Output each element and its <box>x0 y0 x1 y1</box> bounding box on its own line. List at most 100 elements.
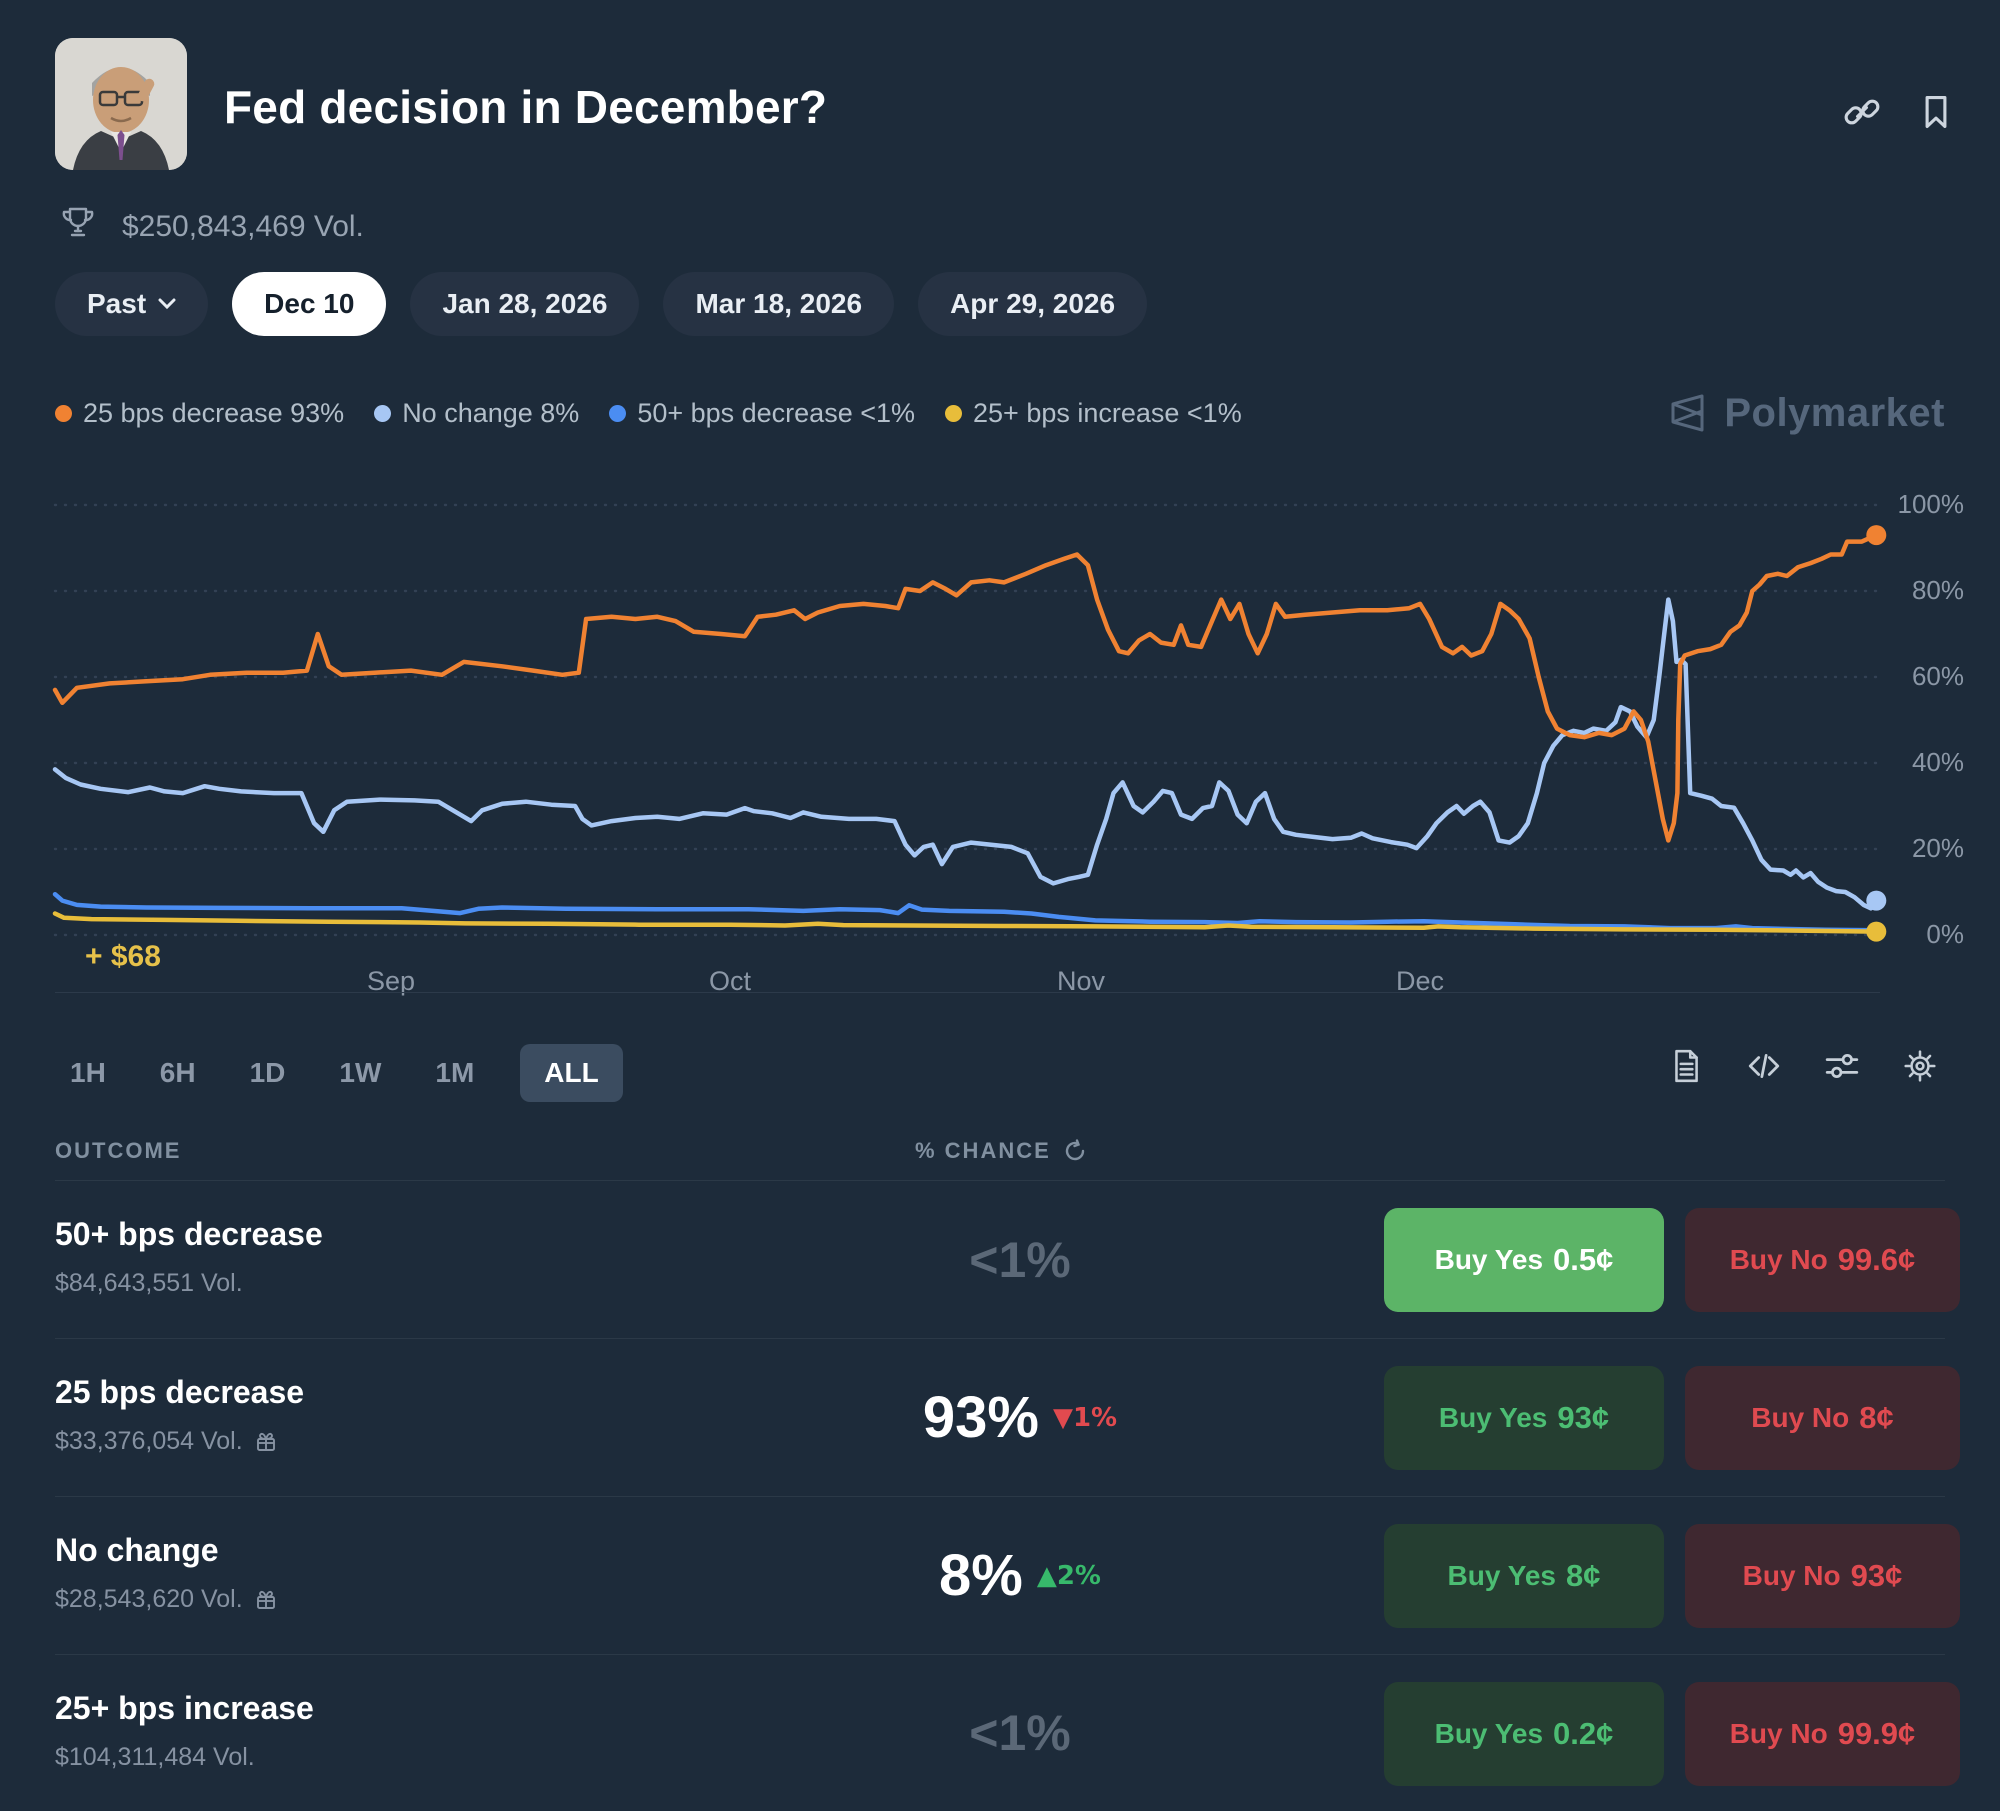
outcome-volume-text: $28,543,620 Vol. <box>55 1585 243 1613</box>
y-tick-label: 20% <box>1911 833 1964 863</box>
chance-column-header: % CHANCE <box>915 1138 1087 1164</box>
series-line-25-bps-increase <box>52 911 1879 934</box>
outcome-volume: $28,543,620 Vol. <box>55 1585 277 1614</box>
chevron-down-icon <box>158 298 176 310</box>
copy-link-button[interactable] <box>1842 92 1882 132</box>
buy-no-price: 99.6¢ <box>1837 1242 1916 1277</box>
outcome-row-25bps-increase[interactable]: 25+ bps increase $104,311,484 Vol. <1% B… <box>55 1654 1960 1811</box>
buy-yes-button[interactable]: Buy Yes 0.5¢ <box>1384 1208 1664 1312</box>
series-end-dot <box>1866 525 1887 546</box>
y-tick-label: 80% <box>1911 575 1964 605</box>
outcome-row-25bps-decrease[interactable]: 25 bps decrease $33,376,054 Vol. 93% ▼1%… <box>55 1338 1960 1496</box>
gear-icon[interactable] <box>1902 1048 1938 1084</box>
chance-cell: 93% ▼1% <box>870 1339 1170 1496</box>
buy-yes-price: 0.5¢ <box>1553 1242 1614 1277</box>
legend-dot-lightblue <box>374 405 392 422</box>
document-icon[interactable] <box>1668 1048 1704 1084</box>
legend-item-25bps-increase: 25+ bps increase <1% <box>945 398 1242 429</box>
outcome-volume-text: $84,643,551 Vol. <box>55 1269 243 1297</box>
series-end-dot <box>1866 890 1887 911</box>
buy-yes-button[interactable]: Buy Yes 0.2¢ <box>1384 1682 1664 1786</box>
bookmark-icon <box>1925 96 1947 128</box>
buy-yes-label: Buy Yes <box>1434 1718 1544 1749</box>
tab-apr-29-2026[interactable]: Apr 29, 2026 <box>918 272 1148 336</box>
tab-label: Mar 18, 2026 <box>695 288 863 319</box>
legend-label: 25 bps decrease 93% <box>83 398 345 428</box>
outcome-name: 50+ bps decrease <box>55 1216 323 1252</box>
market-volume: $250,843,469 Vol. <box>122 210 364 243</box>
legend-dot-orange <box>55 405 72 422</box>
delta-value: 1% <box>1072 1402 1118 1433</box>
refresh-icon[interactable] <box>1063 1139 1087 1163</box>
tab-past[interactable]: Past <box>55 272 209 336</box>
y-tick-label: 100% <box>1897 489 1965 519</box>
buy-yes-button[interactable]: Buy Yes 8¢ <box>1384 1524 1664 1628</box>
timeframe-all[interactable]: ALL <box>520 1044 623 1102</box>
tab-jan-28-2026[interactable]: Jan 28, 2026 <box>410 272 640 336</box>
chart-axis-line <box>55 992 1880 993</box>
buy-no-price: 99.9¢ <box>1837 1716 1916 1751</box>
chance-cell: 8% ▲2% <box>870 1497 1170 1654</box>
buy-no-button[interactable]: Buy No 93¢ <box>1685 1524 1960 1628</box>
outcome-volume: $104,311,484 Vol. <box>55 1743 255 1772</box>
legend-label: 50+ bps decrease <1% <box>637 398 916 428</box>
x-axis-labels: Sep Oct Nov Dec <box>55 966 1880 1002</box>
legend-label: 25+ bps increase <1% <box>973 398 1242 428</box>
y-tick-label: 0% <box>1926 919 1964 949</box>
buy-no-label: Buy No <box>1751 1402 1850 1433</box>
outcome-row-no-change[interactable]: No change $28,543,620 Vol. 8% ▲2% Buy Ye… <box>55 1496 1960 1654</box>
x-tick-label: Oct <box>708 966 752 996</box>
chance-value: 93% <box>922 1385 1039 1450</box>
buy-yes-label: Buy Yes <box>1447 1560 1556 1591</box>
timeframe-1w[interactable]: 1W <box>339 1057 382 1088</box>
timeframe-6h[interactable]: 6H <box>159 1057 196 1088</box>
x-tick-label: Sep <box>366 966 416 996</box>
buy-yes-label: Buy Yes <box>1434 1244 1544 1275</box>
tab-past-label: Past <box>87 288 147 319</box>
timeframe-1m[interactable]: 1M <box>435 1057 475 1088</box>
timeframe-1d[interactable]: 1D <box>249 1057 286 1088</box>
buy-no-label: Buy No <box>1729 1244 1828 1275</box>
bookmark-button[interactable] <box>1916 92 1956 132</box>
chance-cell: <1% <box>870 1181 1170 1338</box>
sliders-icon[interactable] <box>1824 1048 1860 1084</box>
y-tick-label: 40% <box>1911 747 1964 777</box>
outcome-volume: $33,376,054 Vol. <box>55 1427 277 1456</box>
link-icon <box>1844 99 1880 125</box>
price-history-chart[interactable] <box>52 503 1887 942</box>
legend-label: No change 8% <box>402 398 580 428</box>
polymarket-logo-text: Polymarket <box>1724 390 1945 435</box>
outcome-name: 25+ bps increase <box>55 1690 314 1726</box>
legend-item-50bps-decrease: 50+ bps decrease <1% <box>609 398 915 429</box>
outcomes-table: OUTCOME % CHANCE 50+ bps decrease $84,64… <box>55 1130 1960 1811</box>
buy-yes-price: 8¢ <box>1565 1558 1601 1593</box>
outcome-volume: $84,643,551 Vol. <box>55 1269 243 1298</box>
date-tabs: Past Dec 10 Jan 28, 2026 Mar 18, 2026 Ap… <box>55 272 1148 336</box>
buy-no-button[interactable]: Buy No 99.6¢ <box>1685 1208 1960 1312</box>
pnl-annotation: + $68 <box>85 940 161 973</box>
table-header: OUTCOME % CHANCE <box>55 1130 1945 1180</box>
tab-label: Apr 29, 2026 <box>950 288 1116 319</box>
buy-yes-label: Buy Yes <box>1438 1402 1548 1433</box>
buy-no-price: 93¢ <box>1850 1558 1903 1593</box>
polymarket-watermark: Polymarket <box>1664 390 1945 436</box>
timeframe-1h[interactable]: 1H <box>70 1057 106 1088</box>
tab-mar-18-2026[interactable]: Mar 18, 2026 <box>663 272 895 336</box>
chart-legend: 25 bps decrease 93% No change 8% 50+ bps… <box>55 398 1242 429</box>
tab-label: Dec 10 <box>264 288 355 319</box>
tab-label: Jan 28, 2026 <box>442 288 608 319</box>
x-tick-label: Nov <box>1056 966 1106 996</box>
tab-dec-10[interactable]: Dec 10 <box>232 272 387 336</box>
chance-delta-down: ▼1% <box>1053 1403 1117 1433</box>
buy-no-button[interactable]: Buy No 8¢ <box>1685 1366 1960 1470</box>
outcome-volume-text: $33,376,054 Vol. <box>55 1427 243 1455</box>
outcome-row-50bps-decrease[interactable]: 50+ bps decrease $84,643,551 Vol. <1% Bu… <box>55 1180 1960 1338</box>
embed-code-icon[interactable] <box>1746 1048 1782 1084</box>
buy-yes-button[interactable]: Buy Yes 93¢ <box>1384 1366 1664 1470</box>
powell-portrait-image <box>55 38 187 170</box>
buy-no-button[interactable]: Buy No 99.9¢ <box>1685 1682 1960 1786</box>
delta-down-icon: ▼ <box>1052 1402 1073 1433</box>
chance-delta-up: ▲2% <box>1037 1561 1101 1591</box>
chart-tools <box>1668 1048 1938 1084</box>
gift-icon <box>256 1432 275 1451</box>
